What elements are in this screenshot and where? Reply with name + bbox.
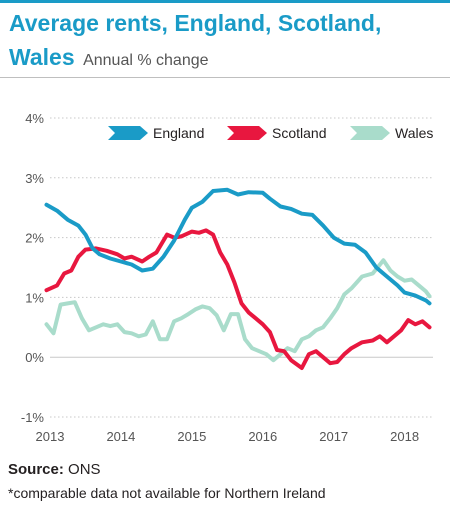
x-tick-label: 2013 [36, 429, 65, 444]
header-separator [0, 77, 450, 78]
y-tick-label: -1% [21, 410, 45, 425]
series-line-scotland [44, 228, 432, 370]
chart-subtitle: Annual % change [83, 52, 209, 69]
legend-swatch-scotland [227, 126, 267, 140]
legend-swatch-england [108, 126, 148, 140]
y-tick-label: 3% [25, 171, 44, 186]
footnote: *comparable data not available for North… [8, 485, 326, 501]
legend-swatch-wales [350, 126, 390, 140]
source-value: ONS [68, 461, 101, 478]
legend-label-wales: Wales [395, 125, 433, 141]
y-tick-label: 1% [25, 290, 44, 305]
legend-label-england: England [153, 125, 204, 141]
chart-title: Average rents, England, Scotland, Wales [9, 10, 382, 70]
y-tick-label: 4% [25, 111, 44, 126]
source-label: Source: [8, 461, 64, 478]
source-line: Source: ONS [8, 461, 101, 478]
y-tick-label: 0% [25, 350, 44, 365]
series-line-wales [44, 258, 432, 363]
x-tick-label: 2018 [390, 429, 419, 444]
x-tick-label: 2015 [177, 429, 206, 444]
x-tick-label: 2014 [106, 429, 135, 444]
legend-label-scotland: Scotland [272, 125, 326, 141]
y-tick-label: 2% [25, 231, 44, 246]
series-line-england [44, 187, 432, 306]
top-accent-rule [0, 0, 450, 3]
x-tick-label: 2017 [319, 429, 348, 444]
x-tick-label: 2016 [248, 429, 277, 444]
line-chart: -1% 0% 1% 2% 3% 4% 2013 2014 2015 2016 2017 2018 Eng… [21, 111, 434, 444]
title-block: Average rents, England, Scotland, Wales … [9, 8, 441, 76]
